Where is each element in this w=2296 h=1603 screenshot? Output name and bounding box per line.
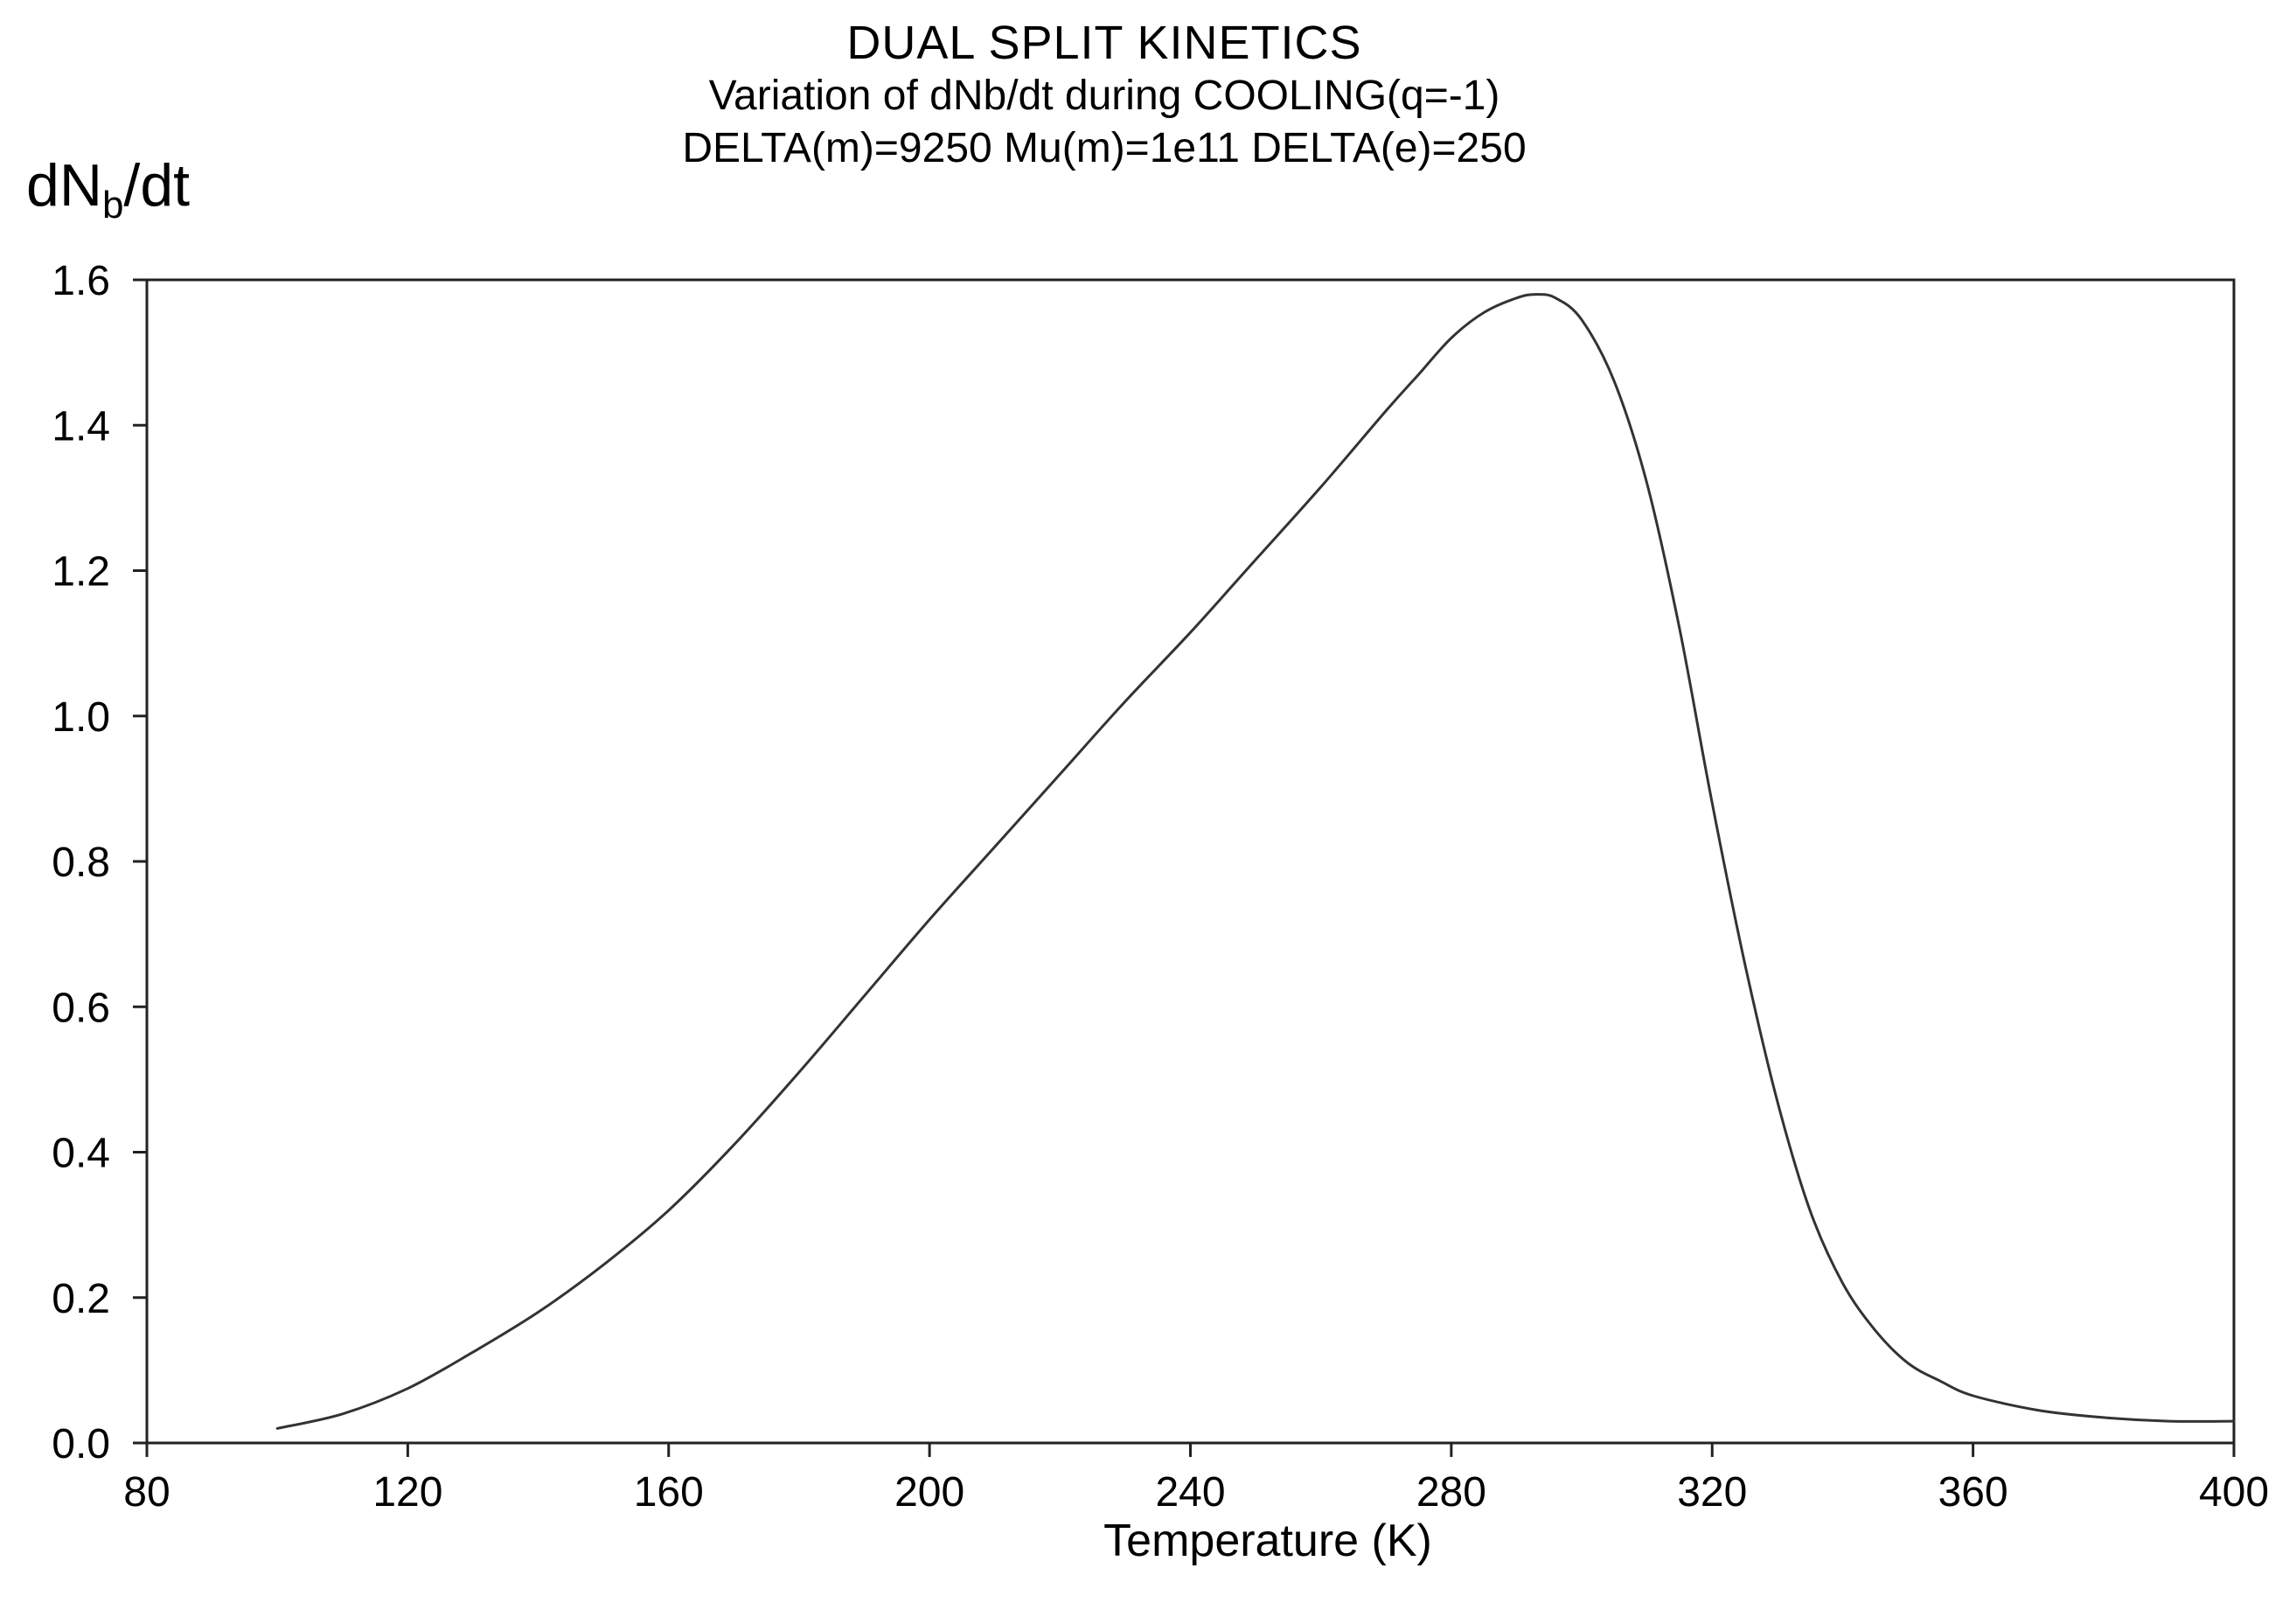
x-tick-label: 400 (2199, 1469, 2269, 1516)
x-axis-ticks: 80 120 160 200 240 280 320 360 400 (123, 1443, 2269, 1516)
x-tick-label: 160 (634, 1469, 704, 1516)
x-tick-label: 280 (1416, 1469, 1486, 1516)
y-tick-label: 1.0 (52, 694, 110, 741)
y-tick-label: 0.8 (52, 840, 110, 886)
x-tick-label: 360 (1938, 1469, 2008, 1516)
x-tick-label: 200 (894, 1469, 964, 1516)
x-axis-label: Temperature (K) (1103, 1516, 1432, 1566)
x-tick-label: 320 (1677, 1469, 1747, 1516)
series-line-dnb-dt (275, 293, 2236, 1430)
y-tick-label: 1.4 (52, 403, 110, 450)
y-axis-label-base: dN (26, 152, 102, 219)
x-tick-label: 120 (372, 1469, 442, 1516)
y-axis-label-rest: /dt (123, 152, 191, 219)
chart-title: DUAL SPLIT KINETICS (846, 17, 1362, 69)
chart-subtitle-line-1: Variation of dNb/dt during COOLING(q=-1) (708, 73, 1500, 119)
title-block: DUAL SPLIT KINETICS Variation of dNb/dt … (525, 16, 1684, 175)
plot-area-frame (145, 278, 2236, 1445)
y-tick-label: 1.2 (52, 549, 110, 596)
y-tick-label: 0.2 (52, 1276, 110, 1322)
x-tick-label: 80 (123, 1469, 170, 1516)
y-axis-label-subscript: b (101, 184, 124, 227)
chart-subtitle-line-2: DELTA(m)=9250 Mu(m)=1e11 DELTA(e)=250 (682, 125, 1527, 171)
y-tick-label: 0.0 (52, 1421, 110, 1467)
x-tick-label: 240 (1155, 1469, 1225, 1516)
y-tick-label: 0.6 (52, 985, 110, 1031)
y-axis-ticks: 0.0 0.2 0.4 0.6 0.8 1.0 1.2 1.4 1.6 (52, 258, 147, 1467)
y-tick-label: 0.4 (52, 1131, 110, 1177)
y-axis-label: dNb/dt (26, 150, 190, 240)
y-tick-label: 1.6 (52, 258, 110, 304)
